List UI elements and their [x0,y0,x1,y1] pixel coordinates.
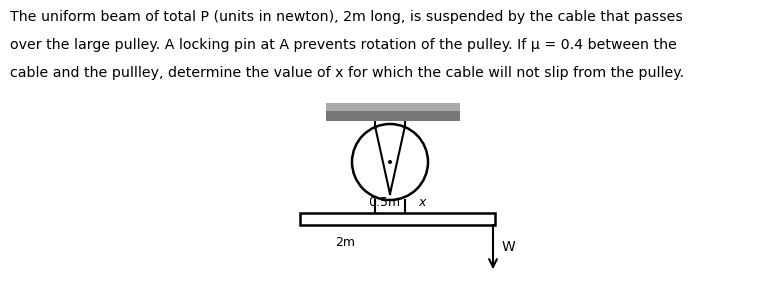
Text: 0.5m: 0.5m [368,196,400,209]
Bar [326,111,460,121]
Bar [326,103,460,111]
Text: cable and the pullley, determine the value of x for which the cable will not sli: cable and the pullley, determine the val… [10,66,684,80]
Text: The uniform beam of total P (units in newton), 2m long, is suspended by the cabl: The uniform beam of total P (units in ne… [10,10,683,24]
Text: over the large pulley. A locking pin at A prevents rotation of the pulley. If μ : over the large pulley. A locking pin at … [10,38,677,52]
Text: 2m: 2m [335,236,355,249]
Circle shape [388,160,392,164]
Text: x: x [418,196,425,209]
Bar [300,213,495,225]
Text: W: W [502,240,516,254]
